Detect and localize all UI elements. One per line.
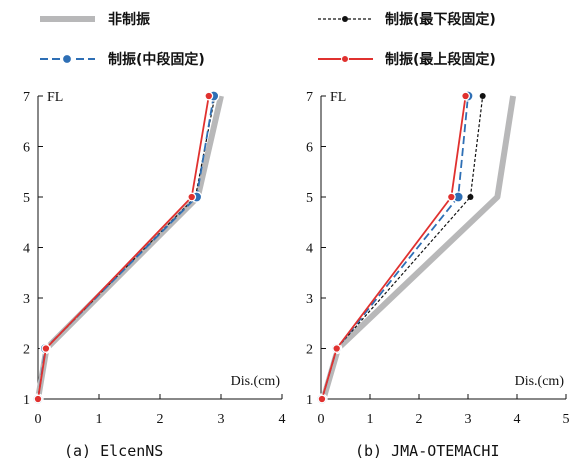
series-point-bottom-fixed bbox=[467, 194, 474, 200]
x-tick-label: 0 bbox=[35, 412, 42, 427]
series-point-top-fixed bbox=[204, 91, 214, 101]
series-line-uncontrolled bbox=[35, 95, 224, 400]
series-line-middle-fixed bbox=[37, 95, 215, 400]
series-point-top-fixed bbox=[41, 344, 51, 353]
y-tick-label: 5 bbox=[306, 191, 313, 206]
legend-item-top-fixed: 制振(最上段固定) bbox=[318, 51, 496, 68]
panel-caption: (b) JMA-OTEMACHI bbox=[355, 442, 500, 460]
x-tick-label: 4 bbox=[514, 412, 521, 427]
x-axis-label: Dis.(cm) bbox=[515, 374, 565, 389]
y-tick-label: 3 bbox=[23, 292, 30, 307]
series-point-top-fixed bbox=[446, 192, 456, 202]
legend-item-middle-fixed: 制振(中段固定) bbox=[40, 51, 205, 68]
y-tick-label: 2 bbox=[23, 343, 30, 358]
y-axis-label: FL bbox=[47, 90, 63, 105]
series-point-bottom-fixed bbox=[479, 93, 486, 99]
legend-marker-top-fixed bbox=[341, 55, 349, 63]
legend-marker-middle-fixed bbox=[61, 53, 73, 65]
y-tick-label: 6 bbox=[23, 141, 30, 156]
x-tick-label: 3 bbox=[465, 412, 472, 427]
x-axis-label: Dis.(cm) bbox=[231, 374, 281, 389]
y-tick-label: 6 bbox=[306, 141, 313, 156]
y-axis-label: FL bbox=[330, 90, 346, 105]
y-tick-label: 5 bbox=[23, 191, 30, 206]
series-line-top-fixed bbox=[37, 95, 210, 400]
legend: 非制振 制振(最下段固定) 制振(中段固定) 制振(最上段固定) bbox=[40, 11, 496, 68]
series-point-top-fixed bbox=[187, 192, 197, 202]
legend-label-bottom-fixed: 制振(最下段固定) bbox=[385, 11, 496, 28]
x-tick-label: 1 bbox=[96, 412, 103, 427]
y-tick-label: 4 bbox=[306, 242, 313, 257]
legend-label-top-fixed: 制振(最上段固定) bbox=[385, 51, 496, 68]
series-point-top-fixed bbox=[33, 394, 43, 404]
legend-label-middle-fixed: 制振(中段固定) bbox=[108, 51, 205, 68]
panel-caption: (a) ElcenNS bbox=[64, 442, 163, 460]
y-tick-label: 4 bbox=[23, 242, 30, 257]
series-point-top-fixed bbox=[317, 394, 327, 404]
series-point-top-fixed bbox=[332, 344, 342, 353]
x-tick-label: 0 bbox=[318, 412, 325, 427]
x-tick-label: 5 bbox=[563, 412, 569, 427]
legend-label-uncontrolled: 非制振 bbox=[108, 11, 150, 28]
series-line-bottom-fixed bbox=[37, 95, 216, 400]
y-tick-label: 2 bbox=[306, 343, 313, 358]
y-tick-label: 3 bbox=[306, 292, 313, 307]
x-tick-label: 3 bbox=[218, 412, 225, 427]
legend-item-bottom-fixed: 制振(最下段固定) bbox=[318, 11, 496, 28]
y-tick-label: 1 bbox=[306, 393, 313, 408]
legend-marker-bottom-fixed bbox=[342, 16, 348, 22]
series-line-top-fixed bbox=[321, 95, 467, 400]
x-tick-label: 2 bbox=[416, 412, 423, 427]
y-tick-label: 1 bbox=[23, 393, 30, 408]
y-tick-label: 7 bbox=[306, 90, 313, 105]
x-tick-label: 2 bbox=[157, 412, 164, 427]
y-tick-label: 7 bbox=[23, 90, 30, 105]
legend-item-uncontrolled: 非制振 bbox=[40, 11, 150, 28]
series-point-top-fixed bbox=[461, 91, 470, 101]
series-line-uncontrolled bbox=[320, 95, 517, 400]
x-tick-label: 1 bbox=[367, 412, 374, 427]
x-tick-label: 4 bbox=[279, 412, 286, 427]
